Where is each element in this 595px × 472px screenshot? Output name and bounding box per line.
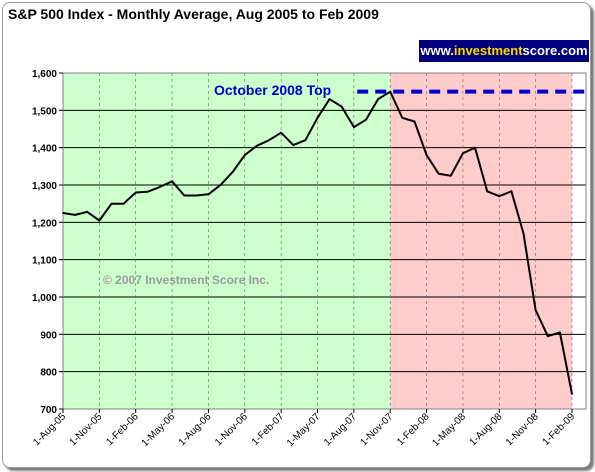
zone-1 [390, 73, 572, 409]
y-tick-label: 1,200 [32, 218, 57, 229]
data-point [256, 145, 258, 147]
data-point [207, 193, 210, 196]
x-tick-label: 1-Feb-09 [541, 411, 578, 448]
data-point [510, 190, 513, 193]
brand-banner[interactable]: www.investmentscore.com [419, 40, 589, 62]
x-tick-label: 1-May-07 [285, 411, 323, 449]
data-point [474, 146, 476, 149]
copyright-watermark: © 2007 Investment Score Inc. [103, 273, 269, 287]
data-point [546, 335, 549, 338]
data-point [243, 154, 246, 156]
y-tick-label: 800 [40, 368, 57, 379]
plot-border [62, 72, 587, 410]
y-tick-label: 1,000 [32, 293, 57, 304]
y-tick-label: 900 [40, 330, 57, 341]
data-point [122, 202, 125, 205]
x-tick-label: 1-Aug-06 [177, 411, 214, 448]
y-tick-label: 1,100 [32, 256, 57, 267]
brand-suffix: score.com [522, 43, 588, 58]
x-tick-label: 1-Nov-08 [504, 411, 541, 448]
data-point [450, 174, 452, 177]
data-point [98, 219, 101, 222]
data-point [268, 139, 270, 141]
y-tick-label: 700 [40, 405, 57, 416]
x-tick-label: 1-Feb-06 [104, 411, 141, 448]
data-point [195, 194, 198, 197]
x-tick-label: 1-Aug-05 [31, 411, 68, 448]
data-point [462, 152, 464, 155]
data-point [74, 214, 76, 216]
data-point [328, 98, 331, 100]
x-tick-label: 1-Nov-07 [358, 411, 395, 448]
data-point [365, 118, 367, 121]
data-point [437, 173, 440, 175]
data-point [292, 144, 295, 146]
brand-prefix: www. [420, 43, 454, 58]
data-point [231, 171, 234, 173]
data-point [86, 211, 89, 213]
data-point [110, 202, 113, 205]
data-point [280, 131, 282, 134]
data-point [401, 117, 404, 119]
x-tick-label: 1-Aug-07 [322, 411, 359, 448]
x-tick-label: 1-Feb-08 [395, 411, 432, 448]
data-point [353, 126, 355, 128]
data-point [413, 120, 416, 123]
data-point [134, 191, 137, 194]
x-tick-label: 1-Aug-08 [468, 411, 505, 448]
data-point [522, 232, 525, 235]
x-tick-label: 1-May-06 [140, 411, 178, 449]
zone-0 [63, 73, 391, 409]
x-axis-ticks: 1-Aug-05 1-Nov-05 1-Feb-061-May-06 1-Aug-06… [31, 409, 577, 449]
x-tick-label: 1-Nov-06 [213, 411, 250, 448]
data-point [377, 98, 379, 100]
y-tick-label: 1,300 [32, 181, 57, 192]
data-point [147, 190, 149, 193]
series-sp500 [62, 90, 573, 395]
data-point [571, 393, 573, 395]
data-point [159, 186, 161, 188]
data-point [219, 184, 222, 186]
data-point [304, 139, 307, 141]
plot-area [62, 72, 587, 410]
chart-title: S&P 500 Index - Monthly Average, Aug 200… [8, 6, 379, 22]
y-tick-label: 1,500 [32, 106, 57, 117]
data-point [62, 212, 64, 214]
x-tick-label: 1-Nov-05 [68, 411, 105, 448]
data-point [183, 194, 185, 197]
x-tick-label: 1-Feb-07 [250, 411, 287, 448]
annotation-october-2008-top: October 2008 Top [214, 82, 331, 98]
shaded-zones [63, 73, 572, 409]
y-tick-label: 1,400 [32, 144, 57, 155]
data-point [316, 117, 319, 119]
data-point [171, 180, 173, 183]
y-tick-label: 1,600 [32, 69, 57, 80]
brand-highlight: investment [453, 43, 523, 58]
data-point [340, 105, 343, 108]
data-point [498, 195, 501, 197]
data-point [425, 154, 428, 156]
x-tick-label: 1-May-08 [430, 411, 468, 449]
y-axis-ticks: 1,600 1,500 1,400 1,300 1,200 1,100 1,000 900 80… [32, 69, 63, 416]
data-point [486, 190, 488, 193]
data-point [559, 331, 561, 334]
data-point [389, 90, 392, 93]
data-point [534, 309, 537, 311]
